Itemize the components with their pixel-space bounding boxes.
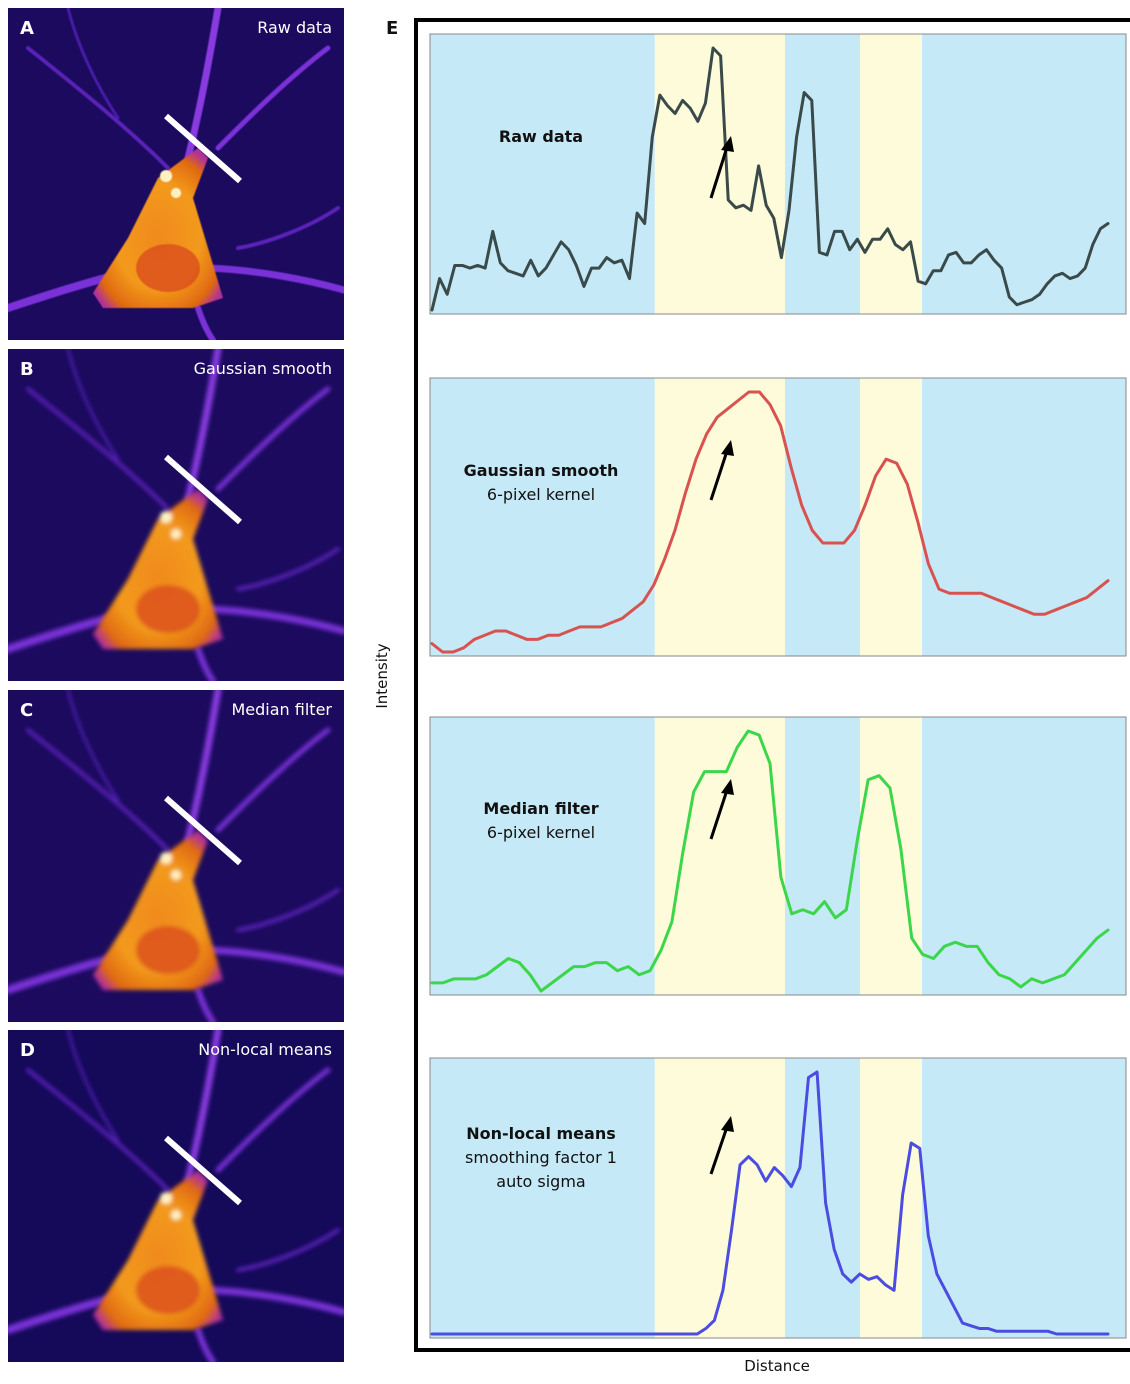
panel-label: D [20,1040,35,1061]
highlight-band [654,378,785,656]
series-line-nonlocal [430,1070,1110,1336]
background-band [922,34,1126,314]
chart-title: Gaussian smooth [464,461,619,480]
series-line-raw [430,46,1110,312]
panel-e-label: E [386,18,399,39]
panel-label: C [20,700,34,721]
arrow-shaft [709,786,730,840]
plot-frame [429,1057,1127,1339]
chart-title: Raw data [499,127,583,146]
background-band [430,1058,655,1338]
highlight-band [654,717,785,995]
arrow-head [721,136,734,152]
panel-title: Median filter [231,700,333,719]
arrow-head [721,779,734,795]
plot-frame [429,377,1127,657]
panel-e-frame [414,18,1130,1352]
panel-label: B [20,359,34,380]
profile-line [164,454,242,525]
plot-frame [429,716,1127,996]
plot-frame [429,33,1127,315]
background-band [430,378,655,656]
chart-title: Non-local means [466,1124,615,1143]
neuron-image [8,1030,344,1362]
background-band [430,717,655,995]
chart-title: Median filter [483,799,598,818]
background-band [784,378,861,656]
profile-line [164,1135,242,1206]
x-axis-label: Distance [744,1357,810,1375]
profile-line [164,113,242,184]
chart-subtitle: 6-pixel kernel [487,485,595,504]
image-panel-b: B Gaussian smooth [8,349,344,681]
series-line-gaussian [430,390,1110,654]
panel-title: Gaussian smooth [193,359,332,378]
profile-line [164,795,242,866]
background-band [784,717,861,995]
background-band [922,378,1126,656]
background-band [922,1058,1126,1338]
neuron-image [8,349,344,681]
arrow-shaft [709,143,730,199]
arrow-head [721,1116,734,1132]
background-band [784,1058,861,1338]
arrow-head [721,440,734,456]
background-band [784,34,861,314]
image-panel-d: D Non-local means [8,1030,344,1362]
panel-label: A [20,18,34,39]
arrow-shaft [709,447,730,501]
highlight-band [860,34,923,314]
panel-title: Raw data [257,18,332,37]
background-band [922,717,1126,995]
series-line-median [430,729,1110,993]
highlight-band [860,717,923,995]
chart-subtitle: 6-pixel kernel [487,823,595,842]
highlight-band [654,1058,785,1338]
neuron-image [8,8,344,340]
chart-subtitle: smoothing factor 1 [465,1148,617,1167]
image-panel-c: C Median filter [8,690,344,1022]
highlight-band [860,1058,923,1338]
neuron-image [8,690,344,1022]
arrow-shaft [709,1123,730,1175]
highlight-band [860,378,923,656]
image-panel-a: A Raw data [8,8,344,340]
panel-title: Non-local means [198,1040,332,1059]
chart-subtitle: auto sigma [496,1172,585,1191]
